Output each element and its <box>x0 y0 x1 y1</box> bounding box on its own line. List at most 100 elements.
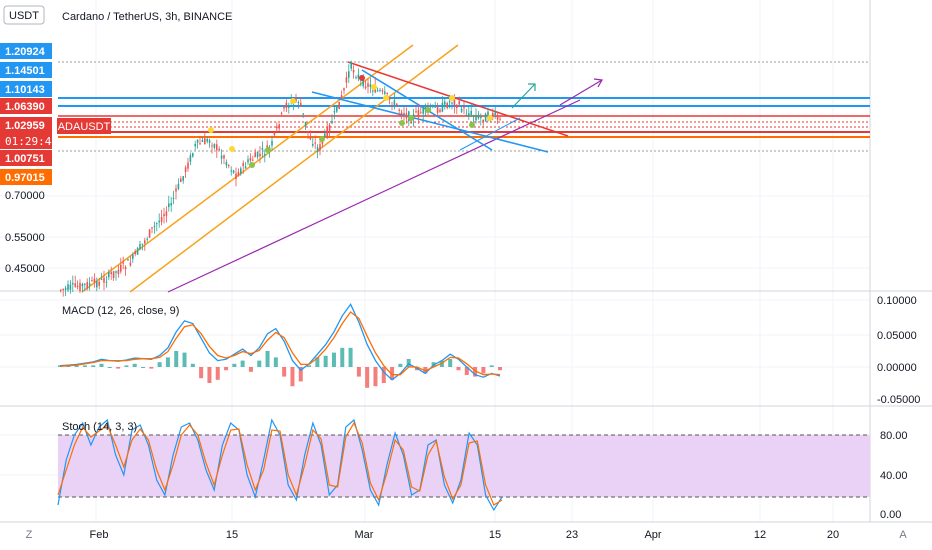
macd-bar <box>456 367 461 371</box>
zoom-z-button[interactable]: Z <box>26 529 33 541</box>
candle-body <box>415 111 417 113</box>
candle-body <box>230 170 232 172</box>
candle-body <box>276 126 278 129</box>
price-label: 0.45000 <box>5 263 45 275</box>
macd-bar <box>489 365 494 367</box>
price-label-bg <box>0 81 52 97</box>
candle-body <box>472 115 475 118</box>
candle-body <box>211 145 213 147</box>
candle-body <box>115 271 117 273</box>
candle-body <box>364 86 367 89</box>
candle-body <box>204 138 206 145</box>
macd-bar <box>340 347 345 367</box>
candle-body <box>240 168 242 174</box>
candle-body <box>288 105 290 108</box>
candle-body <box>352 69 355 73</box>
macd-bar <box>91 365 96 367</box>
macd-bar <box>390 367 395 380</box>
candle-body <box>381 90 384 92</box>
candle-body <box>132 254 134 259</box>
candle-body <box>139 244 141 250</box>
time-axis[interactable]: Feb 15 Mar 15 23 Apr 12 20 <box>90 529 840 541</box>
price-label-bg <box>0 43 52 59</box>
candle-body <box>122 262 124 264</box>
candle-body <box>146 238 148 240</box>
candle-body <box>417 110 420 118</box>
macd-tick-1: 0.05000 <box>877 330 917 342</box>
candle-body <box>458 101 460 105</box>
candle-body <box>333 111 336 113</box>
macd-tick-0: 0.10000 <box>877 295 917 307</box>
candle-body <box>184 167 187 173</box>
blue-cross-line <box>459 117 521 151</box>
candle-body <box>72 283 74 285</box>
candle-body <box>465 114 468 116</box>
candle-body <box>328 124 331 132</box>
candle-body <box>321 140 324 144</box>
red-channel-top <box>347 61 569 137</box>
candle-body <box>244 166 247 169</box>
macd-bar <box>157 362 162 367</box>
candle-body <box>67 284 69 291</box>
candle-body <box>312 143 314 146</box>
candle-body <box>201 140 204 142</box>
candle-body <box>182 176 184 181</box>
macd-title[interactable]: MACD (12, 26, close, 9) <box>62 305 179 317</box>
candle-body <box>283 106 285 109</box>
candle-body <box>482 119 484 122</box>
candle-body <box>108 271 110 278</box>
candle-body <box>81 283 84 287</box>
candle-body <box>410 122 412 124</box>
stoch-title[interactable]: Stoch (14, 3, 3) <box>62 421 137 433</box>
candle-body <box>148 229 151 238</box>
macd-bar <box>290 367 295 387</box>
candle-body <box>213 143 216 148</box>
candle-body <box>496 116 499 120</box>
candle-body <box>105 281 108 283</box>
macd-bar <box>215 367 220 380</box>
candle-body <box>484 113 487 122</box>
macd-bar <box>82 365 87 367</box>
candle-body <box>398 109 400 111</box>
candle-body <box>393 100 396 106</box>
macd-bar <box>323 355 328 367</box>
time-label: Mar <box>355 529 374 541</box>
macd-bar <box>398 363 403 367</box>
macd-bar <box>273 357 278 367</box>
candle-body <box>400 112 403 115</box>
candle-body <box>235 173 237 180</box>
time-label: 23 <box>566 529 578 541</box>
macd-bar <box>406 359 411 367</box>
candle-body <box>324 133 326 137</box>
macd-bar <box>257 360 262 367</box>
candle-body <box>170 202 172 206</box>
candle-body <box>254 152 256 158</box>
candle-body <box>196 139 199 143</box>
price-label: 1.00751 <box>5 153 45 165</box>
candle-body <box>163 214 165 217</box>
macd-bar <box>182 352 187 367</box>
trend-lines[interactable] <box>81 44 603 293</box>
candle-body <box>86 282 88 289</box>
candle-body <box>295 97 297 102</box>
candle-body <box>144 240 146 244</box>
candle-body <box>93 278 96 283</box>
candle-body <box>314 142 316 144</box>
candle-body <box>355 77 357 79</box>
candle-body <box>172 197 175 199</box>
candle-body <box>199 143 201 145</box>
candle-body <box>153 225 156 227</box>
stoch-axis[interactable]: 80.00 40.00 0.00 <box>880 430 908 521</box>
candle-body <box>280 112 283 114</box>
macd-bar <box>190 363 195 367</box>
candle-body <box>187 162 189 169</box>
price-axis[interactable]: 1.20924 1.14501 1.10143 1.06390 1.02959 1.007… <box>0 43 52 275</box>
candle-body <box>326 127 328 138</box>
orange-channel-lower <box>129 44 459 293</box>
currency-badge[interactable]: USDT <box>3 5 45 25</box>
macd-axis[interactable]: 0.10000 0.05000 0.00000 -0.05000 <box>877 295 920 406</box>
candle-body <box>79 282 81 292</box>
auto-scale-button[interactable]: A <box>899 529 907 541</box>
candle-body <box>110 272 112 275</box>
